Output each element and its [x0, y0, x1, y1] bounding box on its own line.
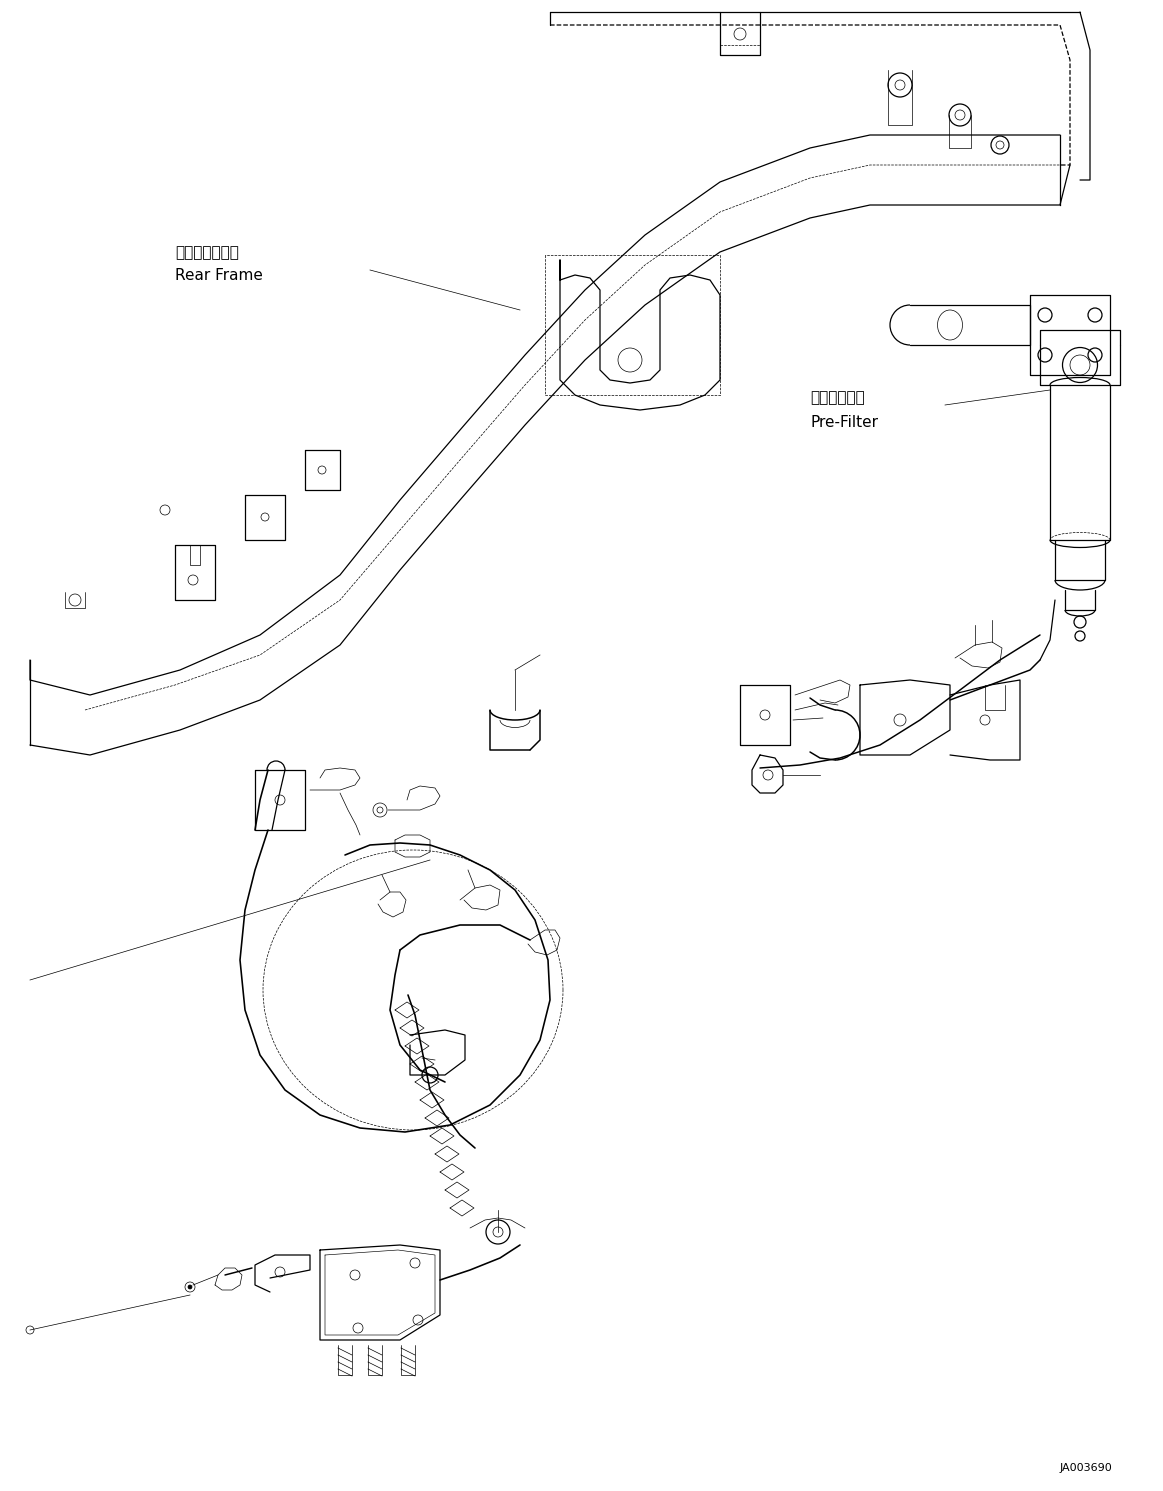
- Text: Rear Frame: Rear Frame: [174, 268, 263, 283]
- Text: リヤーフレーム: リヤーフレーム: [174, 245, 238, 259]
- Text: JA003690: JA003690: [1059, 1463, 1113, 1473]
- Text: Pre-Filter: Pre-Filter: [809, 414, 878, 429]
- Circle shape: [188, 1285, 192, 1290]
- Text: プリフィルタ: プリフィルタ: [809, 391, 865, 406]
